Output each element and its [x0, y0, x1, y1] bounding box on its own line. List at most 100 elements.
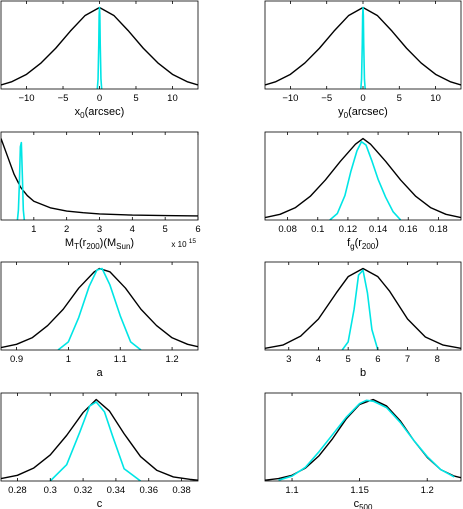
x-tick-label-x0: −5 — [58, 93, 69, 104]
x-tick-label-y0: 10 — [430, 93, 441, 104]
multiplier-base: x 10 — [171, 240, 188, 249]
x-tick-label-a: 1.1 — [114, 354, 127, 365]
axes-frame-MT — [0, 131, 199, 221]
prior-curve-fg — [265, 137, 461, 219]
x-tick-label-c500: 1.15 — [350, 485, 369, 496]
x-axis-label-part: 200 — [362, 242, 376, 251]
x-axis-label-part: Sun — [116, 242, 130, 251]
x-axis-label-part: 0 — [344, 111, 349, 120]
x-tick-label-fg: 0.08 — [278, 224, 297, 235]
x-tick-label-MT: 5 — [163, 224, 168, 235]
x-tick-label-x0: 10 — [167, 93, 178, 104]
panel-c500: 1.1 1.15 1.2 c500 — [264, 392, 462, 509]
posterior-curve-MT — [16, 141, 26, 220]
panel-c: 0.28 0.3 0.32 0.34 0.36 0.38 c — [0, 392, 199, 509]
x-tick-label-fg: 0.1 — [311, 224, 324, 235]
x-tick-label-fg: 0.18 — [429, 224, 448, 235]
x-axis-label-part: c — [97, 498, 103, 509]
x-tick-label-c: 0.38 — [172, 485, 191, 496]
x-tick-label-c500: 1.1 — [285, 485, 298, 496]
prior-curve-a — [1, 267, 198, 349]
x-axis-label-c: c — [97, 498, 103, 509]
x-tick-label-MT: 1 — [31, 224, 36, 235]
x-axis-label-part: 500 — [359, 503, 373, 509]
x-tick-label-c: 0.28 — [8, 485, 27, 496]
x-tick-label-x0: 0 — [97, 93, 102, 104]
x-tick-label-c: 0.3 — [44, 485, 57, 496]
axes-frame-c — [0, 392, 199, 482]
posterior-curve-c500 — [278, 399, 455, 481]
axes-frame-b — [264, 261, 462, 351]
axes-frame-a — [0, 261, 199, 351]
posterior-curve-c — [49, 401, 142, 481]
posterior-curve-y0 — [360, 6, 366, 89]
prior-curve-c — [1, 398, 198, 481]
x-tick-label-b: 8 — [435, 354, 440, 365]
axes-frame-fg — [264, 131, 462, 221]
x-tick-label-c: 0.34 — [107, 485, 126, 496]
x-axis-label-part: x — [75, 106, 81, 118]
x-axis-label-fg: fg(r200) — [347, 237, 379, 251]
x-axis-label-a: a — [96, 367, 103, 379]
axis-multiplier-MT: x 10 15 — [171, 238, 196, 249]
x-tick-label-x0: 5 — [133, 93, 138, 104]
panel-MT: 1 2 3 4 5 6 x 10 15 MT(r200)(MSun) — [0, 131, 201, 251]
x-tick-label-y0: 5 — [397, 93, 402, 104]
x-axis-label-part: ) — [375, 237, 379, 249]
x-tick-label-b: 3 — [286, 354, 291, 365]
x-tick-label-fg: 0.16 — [399, 224, 418, 235]
x-tick-label-y0: 0 — [360, 93, 365, 104]
multiplier-exponent: 15 — [189, 238, 197, 245]
x-axis-label-part: (arcsec) — [85, 106, 125, 118]
x-tick-label-b: 4 — [316, 354, 321, 365]
posterior-curve-b — [341, 269, 379, 350]
x-axis-label-part: (r — [355, 237, 363, 249]
x-axis-label-part: M — [65, 237, 74, 249]
panel-a: 0.9 1 1.1 1.2 a — [0, 261, 199, 379]
x-tick-label-MT: 6 — [195, 224, 200, 235]
x-tick-label-a: 0.9 — [10, 354, 23, 365]
panel-b: 3 4 5 6 7 8 b — [264, 261, 462, 379]
x-axis-label-x0: x0(arcsec) — [75, 106, 125, 120]
x-axis-label-part: c — [354, 498, 360, 509]
x-tick-label-x0: −10 — [18, 93, 34, 104]
x-axis-label-c500: c500 — [354, 498, 373, 509]
x-tick-label-MT: 2 — [64, 224, 69, 235]
posterior-curve-fg — [329, 140, 402, 220]
x-axis-label-part: 0 — [80, 111, 85, 120]
posterior-curve-a — [57, 267, 142, 350]
x-tick-label-a: 1.2 — [165, 354, 178, 365]
axes-frame-c500 — [264, 392, 462, 482]
x-axis-label-MT: MT(r200)(MSun) — [65, 237, 134, 251]
x-tick-label-b: 7 — [405, 354, 410, 365]
x-axis-label-part: T — [74, 242, 79, 251]
x-axis-label-part: g — [350, 242, 354, 251]
x-tick-label-MT: 3 — [97, 224, 102, 235]
x-tick-label-c500: 1.2 — [421, 485, 434, 496]
x-tick-label-fg: 0.14 — [369, 224, 388, 235]
x-tick-label-c: 0.36 — [140, 485, 159, 496]
x-axis-label-b: b — [360, 367, 366, 379]
x-axis-label-part: b — [360, 367, 366, 379]
x-axis-label-part: )(M — [100, 237, 117, 249]
x-axis-label-y0: y0(arcsec) — [338, 106, 388, 120]
x-tick-label-y0: −5 — [321, 93, 332, 104]
prior-curve-MT — [1, 138, 198, 217]
posterior-curve-x0 — [96, 6, 103, 89]
prior-curve-b — [265, 267, 461, 350]
x-tick-label-b: 5 — [346, 354, 351, 365]
x-axis-label-part: (arcsec) — [348, 106, 388, 118]
panel-fg: 0.08 0.1 0.12 0.14 0.16 0.18 fg(r200) — [264, 131, 462, 251]
x-axis-label-part: y — [338, 106, 344, 118]
x-tick-label-fg: 0.12 — [339, 224, 358, 235]
x-axis-label-part: ) — [130, 237, 134, 249]
x-tick-label-b: 6 — [375, 354, 380, 365]
x-tick-label-MT: 4 — [130, 224, 135, 235]
x-axis-label-part: f — [347, 237, 351, 249]
x-tick-label-y0: −10 — [282, 93, 298, 104]
x-axis-label-part: a — [96, 367, 103, 379]
x-axis-label-part: (r — [79, 237, 87, 249]
